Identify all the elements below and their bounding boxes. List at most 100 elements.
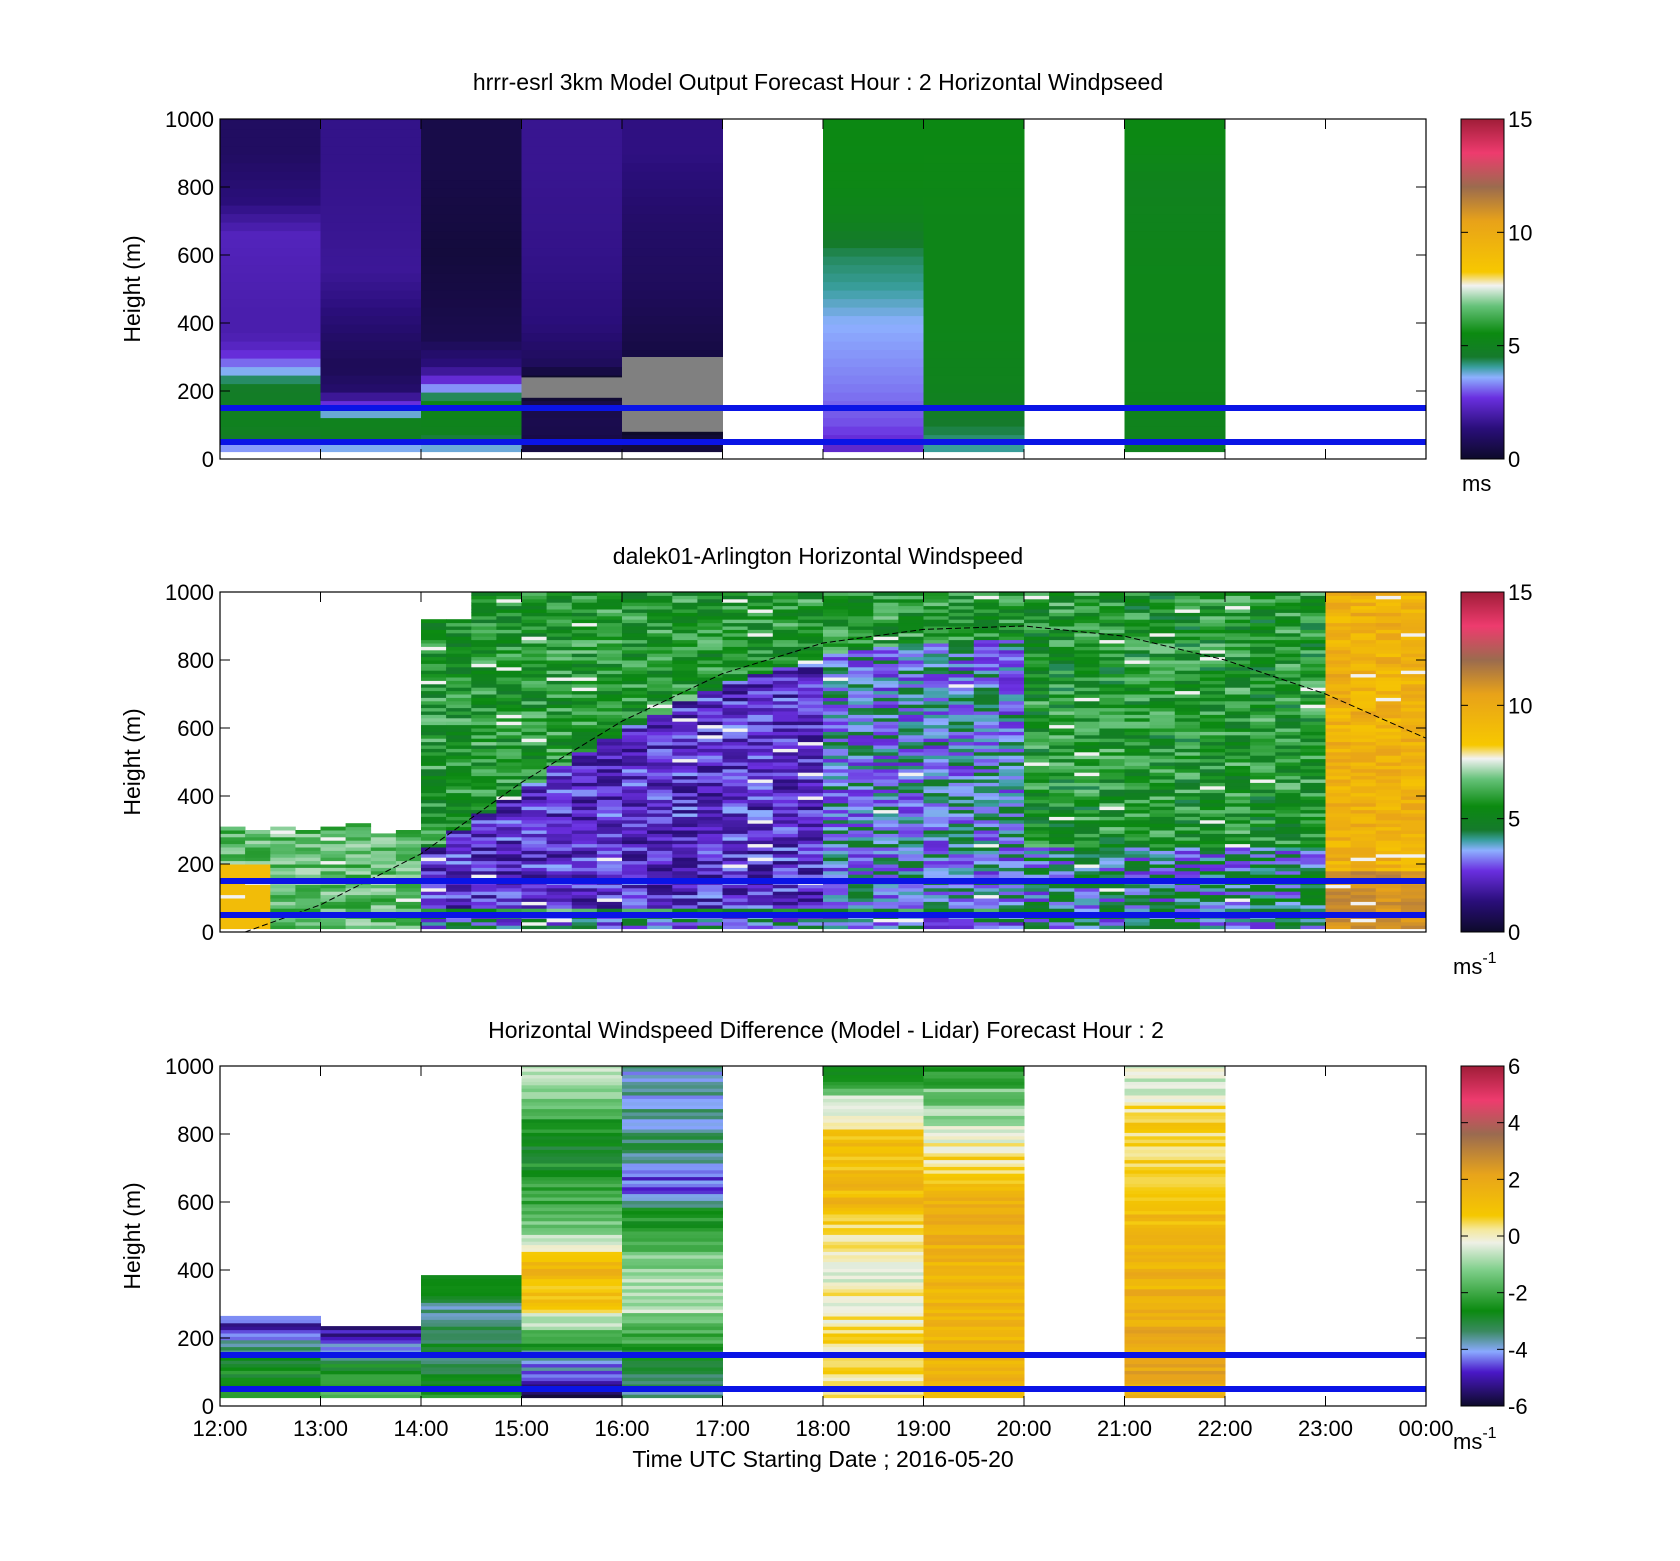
heat-cell [421, 264, 522, 274]
heat-cell [873, 853, 899, 858]
heat-cell [1024, 894, 1050, 899]
heat-cell [546, 741, 573, 746]
heat-cell [622, 670, 648, 675]
heat-cell [1225, 925, 1251, 930]
heat-cell [1400, 802, 1427, 807]
heat-cell [647, 802, 673, 807]
heat-cell [873, 884, 899, 889]
heat-cell [1325, 748, 1351, 753]
heat-cell [1074, 721, 1100, 726]
heat-cell [722, 721, 748, 726]
heat-cell [622, 853, 648, 858]
heat-cell [1049, 840, 1075, 845]
heat-cell [747, 629, 774, 634]
heat-cell [747, 925, 774, 930]
panel-model-colorbar-unit: ms [1462, 471, 1491, 496]
heat-cell [521, 867, 547, 872]
heat-cell [647, 792, 673, 797]
heat-cell [622, 632, 648, 637]
heat-cell [772, 847, 799, 851]
heat-cell [848, 894, 874, 899]
heat-cell [823, 741, 849, 746]
heat-cell [797, 857, 824, 862]
heat-cell [446, 792, 472, 797]
heat-cell [948, 833, 975, 838]
heat-cell [521, 1111, 623, 1116]
heat-cell [521, 1071, 623, 1076]
heat-cell [546, 921, 573, 926]
heat-cell [973, 772, 1000, 777]
heat-cell [1124, 796, 1150, 800]
heat-cell [823, 1183, 924, 1188]
heat-cell [998, 870, 1025, 875]
heat-cell [1225, 714, 1251, 719]
heat-cell [1024, 775, 1050, 780]
colorbar-tick-label: 10 [1508, 693, 1532, 718]
heat-cell [596, 660, 623, 664]
heat-cell [596, 768, 623, 773]
heat-cell [1149, 864, 1176, 868]
heat-cell [1250, 796, 1276, 800]
heat-cell [1024, 595, 1050, 600]
heat-cell [823, 366, 924, 376]
heat-cell [1174, 823, 1201, 828]
heat-cell [1099, 806, 1125, 811]
heat-cell [697, 697, 723, 702]
heat-cell [395, 891, 422, 896]
heat-cell [1074, 860, 1100, 865]
heat-cell [1250, 775, 1276, 780]
heat-cell [345, 836, 372, 841]
heat-cell [496, 908, 522, 913]
heat-cell [948, 694, 975, 698]
heat-cell [546, 857, 573, 862]
heat-cell [1149, 680, 1176, 685]
heat-cell [823, 307, 924, 317]
heat-cell [421, 779, 447, 783]
heat-cell [1049, 728, 1075, 732]
heat-cell [521, 762, 547, 766]
heat-cell [1225, 656, 1251, 661]
heat-cell [923, 690, 949, 695]
heat-cell [823, 1383, 924, 1388]
heat-cell [622, 728, 648, 732]
heat-cell [521, 870, 547, 875]
heat-cell [672, 697, 698, 702]
heat-cell [1049, 925, 1075, 930]
heat-cell [998, 609, 1025, 613]
heat-cell [622, 1166, 723, 1171]
heat-cell [923, 724, 949, 729]
heat-cell [1149, 673, 1176, 678]
heat-cell [546, 802, 573, 807]
heat-cell [672, 823, 698, 828]
heat-cell [873, 717, 899, 722]
heat-cell [1149, 867, 1176, 872]
heat-cell [672, 745, 698, 749]
heat-cell [923, 595, 949, 600]
heat-cell [1049, 758, 1075, 763]
heat-cell [1300, 768, 1326, 773]
heat-cell [622, 1254, 723, 1259]
heat-cell [1350, 826, 1377, 831]
heat-cell [898, 819, 924, 824]
heat-cell [1049, 860, 1075, 865]
heat-cell [1074, 921, 1100, 926]
heat-cell [471, 826, 497, 831]
heat-cell [571, 748, 598, 753]
heat-cell [672, 592, 698, 596]
heat-cell [672, 867, 698, 872]
y-tick-label: 0 [202, 447, 214, 472]
heat-cell [923, 908, 949, 913]
heat-cell [973, 894, 1000, 899]
heat-cell [521, 677, 547, 681]
heat-cell [320, 1336, 422, 1341]
heat-cell [596, 782, 623, 787]
heat-cell [923, 751, 949, 756]
heat-cell [1275, 874, 1301, 879]
heat-cell [1400, 595, 1427, 600]
heat-cell [446, 819, 472, 824]
heat-cell [797, 619, 824, 624]
heat-cell [948, 853, 975, 858]
heat-cell [446, 830, 472, 834]
heat-cell [370, 833, 397, 838]
heat-cell [1325, 656, 1351, 661]
